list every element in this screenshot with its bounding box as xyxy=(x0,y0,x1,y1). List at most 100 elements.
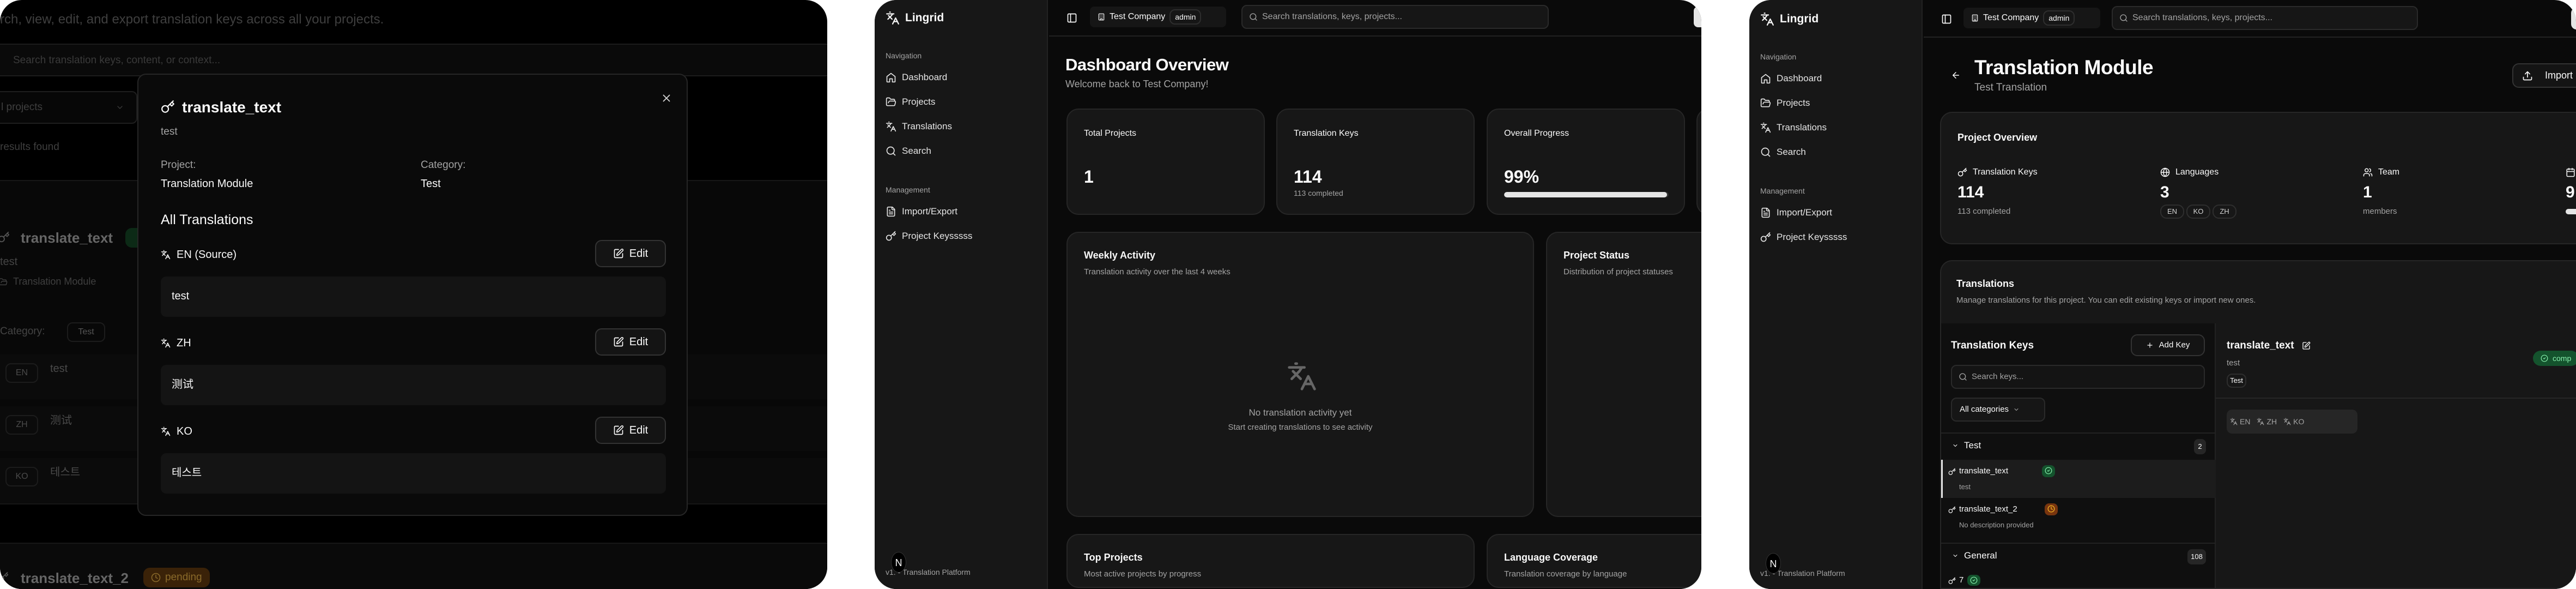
stat-value: 1 xyxy=(2363,183,2372,202)
sidebar-item-search[interactable]: Search xyxy=(1760,147,1806,158)
lang-chip: EN xyxy=(2160,205,2184,219)
import-button[interactable]: Import xyxy=(2512,63,2576,88)
chevron-down-icon xyxy=(1952,552,1959,559)
sidebar-toggle-icon[interactable] xyxy=(1941,13,1952,25)
search-placeholder: Search translation keys, content, or con… xyxy=(13,55,221,66)
languages-icon xyxy=(2230,417,2238,426)
group-count: 108 xyxy=(2187,549,2206,564)
empty-title: No translation activity yet xyxy=(1248,407,1352,418)
translation-text: test xyxy=(172,290,190,302)
close-icon[interactable] xyxy=(660,92,672,104)
company-switcher[interactable]: Test Company admin xyxy=(1963,8,2100,28)
footer-version: v1. - Translation Platform xyxy=(1760,569,1845,578)
status-text: comp xyxy=(2553,353,2572,363)
key-icon xyxy=(0,231,10,243)
result-key: translate_text_2 xyxy=(21,570,129,586)
card-title: Language Coverage xyxy=(1504,552,1598,563)
back-arrow-icon[interactable] xyxy=(1951,70,1961,81)
card-subtitle: Manage translations for this project. Yo… xyxy=(1956,296,2256,305)
sidebar-item-dashboard[interactable]: Dashboard xyxy=(886,72,947,83)
check-circle-icon xyxy=(2541,354,2548,362)
lang-label: EN (Source) xyxy=(177,249,237,261)
project-overview-card: Project Overview Translation Keys 114 11… xyxy=(1940,112,2576,244)
project-value: Translation Module xyxy=(161,178,253,190)
page-subtitle: Welcome back to Test Company! xyxy=(1065,79,1209,89)
edit-zh-button[interactable]: Edit xyxy=(595,328,666,356)
stat-label: Overall Progress xyxy=(1504,129,1569,138)
edit-icon[interactable] xyxy=(2302,341,2311,350)
folder-icon xyxy=(0,278,8,286)
project-status-card: Project Status Distribution of project s… xyxy=(1546,232,1701,517)
sidebar-item-dashboard[interactable]: Dashboard xyxy=(1760,73,1822,84)
translation-detail-modal: translate_text test Project: Translation… xyxy=(137,74,688,516)
role-badge: admin xyxy=(2043,10,2075,26)
group-header-general[interactable]: General 108 xyxy=(1941,543,2216,568)
key-icon xyxy=(1760,232,1771,243)
progress-fill xyxy=(2566,209,2576,215)
key-item[interactable]: 7 xyxy=(1941,574,2216,586)
translation-box-en[interactable]: test xyxy=(161,277,666,317)
search-bar[interactable]: Search translation keys, content, or con… xyxy=(0,44,827,76)
clock-icon xyxy=(151,573,161,582)
tab-ko[interactable]: KO xyxy=(2283,417,2304,426)
translation-text: 测试 xyxy=(172,378,193,390)
avatar[interactable]: N xyxy=(1766,553,1781,574)
sidebar-toggle-icon[interactable] xyxy=(1066,12,1077,24)
edit-ko-button[interactable]: Edit xyxy=(595,417,666,444)
nav-label: Project Keysssss xyxy=(1777,232,1847,242)
key-description: No description provided xyxy=(1959,521,2034,529)
edit-en-button[interactable]: Edit xyxy=(595,240,666,267)
chevron-down-icon xyxy=(1952,442,1959,449)
add-key-button[interactable]: Add Key xyxy=(2131,334,2205,356)
building-icon xyxy=(1098,13,1105,21)
stat-progress: 9 xyxy=(2566,167,2576,215)
key-item-selected[interactable]: translate_text test xyxy=(1941,460,2216,498)
header-action-button[interactable] xyxy=(2571,8,2576,29)
group-name: Test xyxy=(1964,440,1981,450)
sidebar-item-projects[interactable]: Projects xyxy=(886,97,935,107)
key-name: 7 xyxy=(1959,575,1964,585)
result-card-2[interactable]: translate_text_2 pending xyxy=(0,543,827,589)
sidebar-item-translations[interactable]: Translations xyxy=(886,121,952,132)
global-search-input[interactable]: Search translations, keys, projects... xyxy=(1241,5,1549,29)
category-filter-dropdown[interactable]: All categories xyxy=(1951,398,2045,422)
page-subtitle: rch, view, edit, and export translation … xyxy=(0,12,384,27)
stat-sub: 113 completed xyxy=(1957,207,2011,217)
lang-chip: KO xyxy=(2186,205,2210,219)
key-item[interactable]: translate_text_2 No description provided xyxy=(1941,498,2216,536)
search-icon xyxy=(2119,13,2128,23)
sidebar-item-projects[interactable]: Projects xyxy=(1760,98,1810,109)
completed-badge xyxy=(2042,465,2055,477)
languages-icon xyxy=(886,11,900,25)
sidebar-item-import-export[interactable]: Import/Export xyxy=(886,206,957,217)
translation-box-ko[interactable]: 테스트 xyxy=(161,453,666,494)
lang-chip: ZH xyxy=(5,415,38,435)
tab-zh[interactable]: ZH xyxy=(2257,417,2277,426)
header-action-button[interactable] xyxy=(1694,7,1701,27)
sidebar-item-search[interactable]: Search xyxy=(886,146,931,157)
sidebar-item-project-keys[interactable]: Project Keysssss xyxy=(1760,232,1847,243)
chevron-down-icon xyxy=(2013,406,2020,413)
mgmt-section-label: Management xyxy=(1760,187,1805,195)
brand[interactable]: Lingrid xyxy=(886,11,944,25)
global-search-input[interactable]: Search translations, keys, projects... xyxy=(2112,6,2418,30)
brand[interactable]: Lingrid xyxy=(1760,12,1819,26)
sidebar-item-translations[interactable]: Translations xyxy=(1760,122,1827,133)
sidebar-item-import-export[interactable]: Import/Export xyxy=(1760,207,1832,218)
search-page-panel: rch, view, edit, and export translation … xyxy=(0,0,827,589)
result-key: translate_text xyxy=(21,230,113,246)
avatar[interactable]: N xyxy=(891,552,906,573)
group-header-test[interactable]: Test 2 xyxy=(1941,432,2216,458)
search-keys-input[interactable]: Search keys... xyxy=(1951,365,2205,389)
translation-box-zh[interactable]: 测试 xyxy=(161,365,666,405)
project-filter-dropdown[interactable]: l projects xyxy=(0,91,137,124)
search-placeholder: Search translations, keys, projects... xyxy=(2132,13,2272,23)
company-switcher[interactable]: Test Company admin xyxy=(1090,7,1226,27)
nav-label: Translations xyxy=(1777,122,1827,133)
card-subtitle: Distribution of project statuses xyxy=(1563,267,1673,277)
stat-value: 9 xyxy=(2566,183,2575,202)
nav-label: Project Keysssss xyxy=(902,231,973,241)
tab-en[interactable]: EN xyxy=(2230,417,2250,426)
sidebar-item-project-keys[interactable]: Project Keysssss xyxy=(886,231,972,242)
project-filter-value: l projects xyxy=(1,101,43,113)
